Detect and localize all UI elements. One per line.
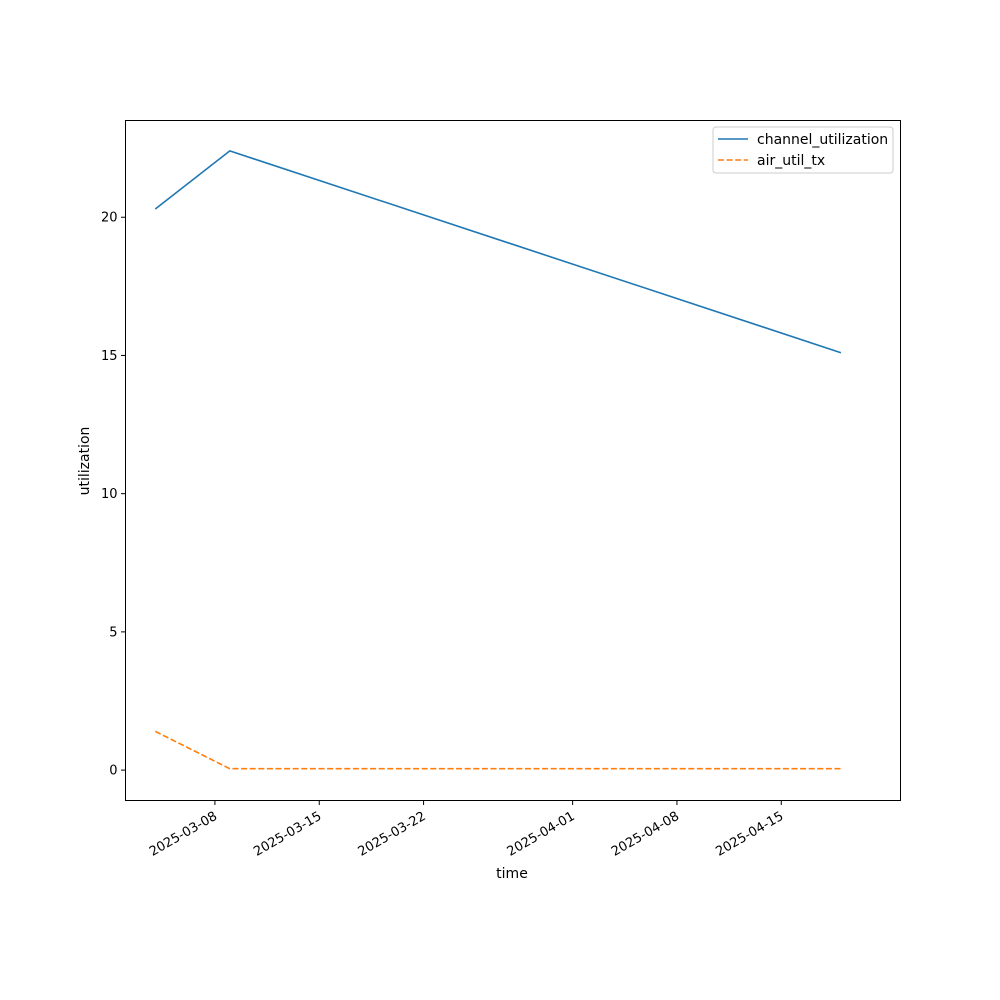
y-tick-label: 10 (101, 487, 118, 502)
y-tick-label: 5 (109, 625, 117, 640)
x-axis-label: time (496, 866, 528, 882)
legend: channel_utilization air_util_tx (712, 126, 894, 174)
x-tick-label: 2025-04-15 (713, 809, 786, 860)
x-tick-label: 2025-04-08 (609, 809, 682, 860)
legend-label-channel-utilization: channel_utilization (757, 132, 888, 148)
x-tick-label: 2025-04-01 (505, 809, 578, 860)
plot-frame (125, 120, 901, 801)
legend-box (712, 126, 894, 174)
x-tick-label: 2025-03-08 (147, 809, 220, 860)
y-tick-label: 20 (101, 211, 118, 226)
x-tick-label: 2025-03-22 (356, 809, 429, 860)
series-line-channel-utilization (154, 150, 842, 354)
y-tick-label: 0 (109, 764, 117, 779)
plot-marks (154, 150, 842, 770)
y-axis: 0 5 10 15 20 (101, 211, 126, 779)
series-line-air-util-tx (154, 730, 841, 770)
y-tick-label: 15 (101, 349, 118, 364)
x-tick-label: 2025-03-15 (251, 809, 324, 860)
y-axis-label: utilization (77, 427, 93, 496)
x-axis: 2025-03-08 2025-03-15 2025-03-22 2025-04-01… (147, 800, 786, 860)
legend-label-air-util-tx: air_util_tx (757, 153, 825, 169)
